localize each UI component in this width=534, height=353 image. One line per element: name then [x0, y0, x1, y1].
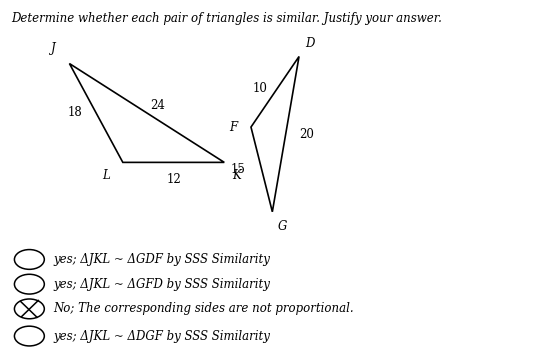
Text: yes; ΔJKL ~ ΔGFD by SSS Similarity: yes; ΔJKL ~ ΔGFD by SSS Similarity	[53, 278, 270, 291]
Text: F: F	[230, 121, 238, 133]
Text: 18: 18	[67, 107, 82, 119]
Text: L: L	[101, 169, 109, 183]
Text: yes; ΔJKL ~ ΔDGF by SSS Similarity: yes; ΔJKL ~ ΔDGF by SSS Similarity	[53, 330, 270, 342]
Text: 20: 20	[299, 128, 314, 140]
Text: J: J	[51, 42, 56, 55]
Text: 12: 12	[166, 173, 181, 186]
Text: K: K	[232, 169, 241, 183]
Text: D: D	[305, 37, 315, 50]
Text: G: G	[278, 220, 287, 233]
Text: 10: 10	[252, 82, 267, 95]
Text: 15: 15	[231, 163, 246, 176]
Text: 24: 24	[150, 100, 165, 112]
Text: Determine whether each pair of triangles is similar. Justify your answer.: Determine whether each pair of triangles…	[11, 12, 442, 25]
Text: No; The corresponding sides are not proportional.: No; The corresponding sides are not prop…	[53, 303, 354, 315]
Text: yes; ΔJKL ~ ΔGDF by SSS Similarity: yes; ΔJKL ~ ΔGDF by SSS Similarity	[53, 253, 270, 266]
